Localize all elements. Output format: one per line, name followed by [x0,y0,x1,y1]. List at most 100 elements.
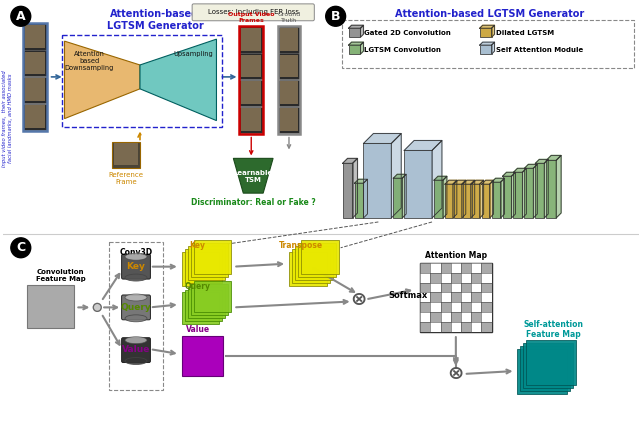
Polygon shape [393,174,406,178]
FancyBboxPatch shape [278,26,300,53]
FancyBboxPatch shape [430,312,440,322]
FancyBboxPatch shape [440,292,451,303]
Circle shape [93,303,101,311]
Polygon shape [432,140,442,218]
FancyBboxPatch shape [239,26,263,53]
Polygon shape [471,180,475,218]
Polygon shape [480,180,484,218]
Text: Query: Query [120,303,152,312]
Polygon shape [65,41,140,119]
Polygon shape [513,168,526,172]
FancyBboxPatch shape [342,163,353,218]
Polygon shape [535,159,548,163]
FancyBboxPatch shape [513,172,522,218]
FancyBboxPatch shape [239,53,263,79]
FancyBboxPatch shape [112,143,140,168]
FancyBboxPatch shape [23,50,47,77]
FancyBboxPatch shape [524,343,573,388]
Text: Discriminator: Real or Fake ?: Discriminator: Real or Fake ? [191,198,316,207]
Polygon shape [533,164,538,218]
FancyBboxPatch shape [364,143,391,218]
FancyBboxPatch shape [430,322,440,332]
FancyBboxPatch shape [182,292,220,324]
FancyBboxPatch shape [301,240,339,273]
FancyBboxPatch shape [349,45,360,54]
FancyBboxPatch shape [481,312,492,322]
FancyBboxPatch shape [280,28,298,51]
Polygon shape [462,180,466,218]
FancyBboxPatch shape [420,292,430,303]
FancyBboxPatch shape [280,81,298,104]
FancyBboxPatch shape [454,184,462,218]
FancyBboxPatch shape [440,312,451,322]
Circle shape [11,6,31,26]
FancyBboxPatch shape [295,246,333,279]
Text: Reference
Frame: Reference Frame [109,172,143,185]
FancyBboxPatch shape [430,273,440,282]
Polygon shape [402,174,406,218]
FancyBboxPatch shape [451,303,461,312]
FancyBboxPatch shape [471,303,481,312]
FancyBboxPatch shape [440,263,451,273]
FancyBboxPatch shape [526,340,576,385]
Text: Attention-based LGTSM Generator: Attention-based LGTSM Generator [395,9,584,19]
FancyBboxPatch shape [492,182,500,218]
FancyBboxPatch shape [280,54,298,77]
FancyBboxPatch shape [535,163,544,218]
Polygon shape [480,25,495,28]
FancyBboxPatch shape [182,252,220,285]
Polygon shape [445,180,457,184]
Text: Upsampling: Upsampling [173,51,214,57]
Polygon shape [482,180,493,184]
Text: Dilated LGTSM: Dilated LGTSM [495,30,554,36]
Polygon shape [472,180,484,184]
FancyBboxPatch shape [298,243,335,276]
Polygon shape [544,159,548,218]
Polygon shape [524,164,538,168]
FancyBboxPatch shape [292,249,330,282]
Ellipse shape [125,274,147,281]
FancyBboxPatch shape [461,292,471,303]
FancyBboxPatch shape [25,51,45,74]
FancyBboxPatch shape [278,107,300,133]
Text: A: A [16,10,26,23]
Polygon shape [454,180,466,184]
Polygon shape [500,178,504,218]
FancyBboxPatch shape [440,282,451,292]
Polygon shape [490,180,493,218]
Text: ⊗: ⊗ [350,290,367,309]
FancyBboxPatch shape [420,273,430,282]
FancyBboxPatch shape [194,240,232,273]
FancyBboxPatch shape [194,281,232,312]
Polygon shape [502,172,515,176]
FancyBboxPatch shape [461,303,471,312]
FancyBboxPatch shape [355,183,364,218]
FancyBboxPatch shape [349,28,360,37]
Text: Learnable
TSM: Learnable TSM [234,170,273,183]
FancyBboxPatch shape [191,243,228,276]
Text: Ground
Truth: Ground Truth [277,12,301,23]
FancyBboxPatch shape [420,303,430,312]
FancyBboxPatch shape [188,286,225,318]
Polygon shape [492,42,495,54]
FancyBboxPatch shape [524,168,533,218]
Polygon shape [349,25,364,28]
Text: Attention-based
LGTSM Generator: Attention-based LGTSM Generator [106,9,204,31]
Polygon shape [443,176,447,218]
Text: Key: Key [127,262,145,271]
FancyBboxPatch shape [471,263,481,273]
FancyBboxPatch shape [472,184,480,218]
FancyBboxPatch shape [239,80,263,106]
Text: Attention
based
Downsampling: Attention based Downsampling [65,51,114,71]
Polygon shape [556,155,561,218]
Text: ⊗: ⊗ [447,365,464,383]
FancyBboxPatch shape [420,282,430,292]
FancyBboxPatch shape [420,263,492,332]
FancyBboxPatch shape [471,292,481,303]
Text: B: B [331,10,340,23]
Polygon shape [349,42,364,45]
Polygon shape [364,134,401,143]
Polygon shape [360,25,364,37]
Polygon shape [511,172,515,218]
Circle shape [326,6,346,26]
